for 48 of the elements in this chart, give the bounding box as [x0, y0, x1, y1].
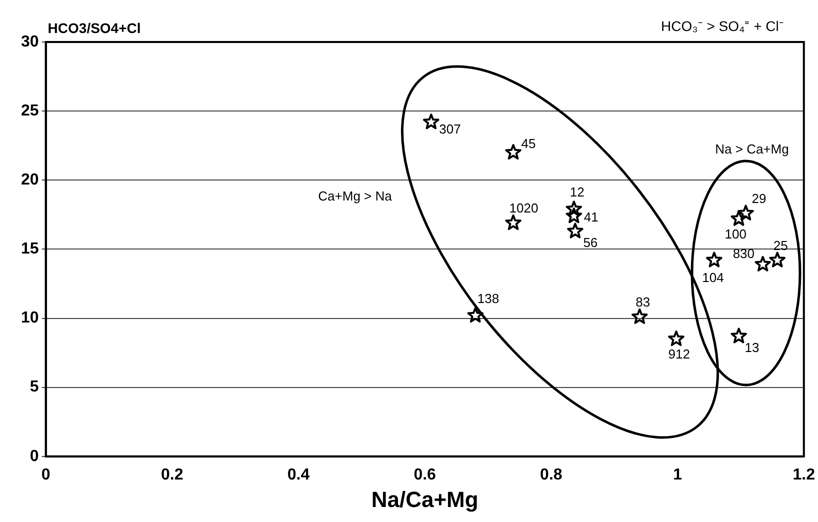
point	[706, 252, 722, 268]
x-tick-label: 0	[41, 466, 50, 484]
annotation: 13	[744, 340, 760, 355]
annotation: 1020	[509, 200, 538, 216]
point	[631, 308, 648, 324]
annotation: 45	[521, 136, 536, 152]
annotation: Na > Ca+Mg	[715, 142, 789, 157]
x-tick-label: 0.8	[540, 466, 562, 484]
point	[505, 214, 522, 230]
x-tick-label: 0.2	[161, 466, 184, 484]
y-axis-title: HCO3/SO4+Cl	[48, 20, 141, 36]
x-axis-title: Na/Ca+Mg	[371, 486, 478, 512]
point	[730, 328, 747, 344]
x-tick-label: 0.6	[414, 466, 436, 484]
annotation: 56	[583, 234, 598, 250]
annotation: 29	[752, 190, 766, 206]
y-tick-label: 20	[21, 172, 39, 189]
y-tick-label: 10	[21, 310, 39, 327]
point	[730, 210, 747, 226]
annotation: 104	[702, 270, 724, 285]
x-tick-label: 1	[673, 466, 682, 484]
point	[738, 204, 754, 220]
x-tick-label: 1.2	[792, 466, 816, 484]
annotation: 138	[477, 291, 500, 306]
x-tick-label: 0.4	[287, 466, 310, 484]
point	[566, 200, 582, 216]
point	[567, 222, 584, 238]
annotation: 912	[668, 346, 690, 362]
y-tick-label: 5	[30, 378, 39, 396]
annotation: 830	[732, 246, 755, 261]
point	[505, 144, 522, 160]
annotation: 83	[636, 294, 650, 310]
point	[754, 256, 771, 272]
annotation: 307	[439, 122, 461, 137]
point	[566, 208, 582, 224]
point	[467, 307, 484, 323]
chart-title: HCO₃⁻ > SO₄⁼ + Cl⁻	[660, 18, 784, 34]
annotation: 41	[584, 210, 598, 225]
annotation: 100	[724, 226, 747, 242]
point	[769, 252, 786, 268]
y-tick-label: 30	[21, 33, 39, 50]
point	[668, 330, 684, 346]
annotation: 12	[570, 184, 584, 200]
y-tick-label: 15	[21, 240, 39, 258]
y-tick-label: 0	[30, 448, 39, 465]
annotation: Ca+Mg > Na	[318, 188, 393, 204]
point	[423, 114, 440, 130]
y-tick-label: 25	[21, 102, 39, 120]
